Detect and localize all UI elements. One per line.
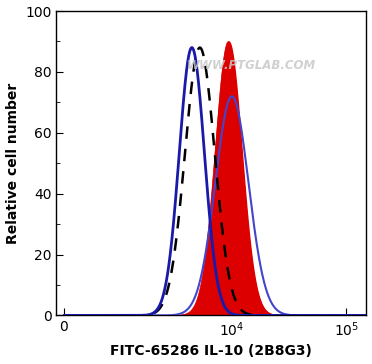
Text: WWW.PTGLAB.COM: WWW.PTGLAB.COM	[187, 59, 316, 72]
X-axis label: FITC-65286 IL-10 (2B8G3): FITC-65286 IL-10 (2B8G3)	[110, 344, 312, 359]
Y-axis label: Relative cell number: Relative cell number	[6, 83, 20, 244]
